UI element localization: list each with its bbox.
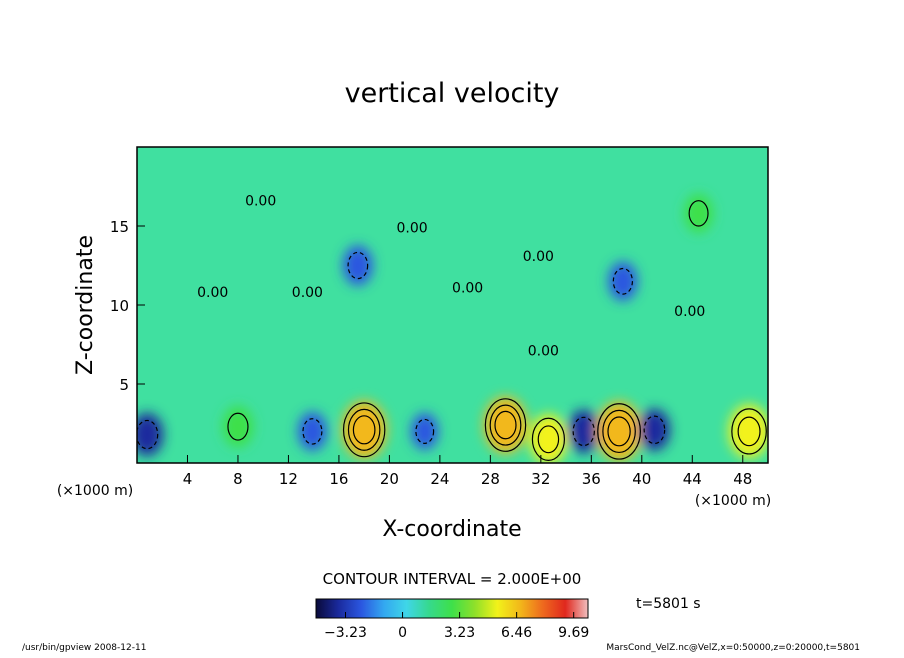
contour-ring-3-1 [342, 402, 386, 458]
contour-ring-8-3 [607, 416, 631, 447]
x-tick-label-9: 40 [632, 470, 651, 488]
y-axis: 5 10 15 [110, 218, 145, 394]
contour-label-1: 0.00 [197, 285, 228, 301]
colorbar-tick-label-0: −3.23 [324, 625, 367, 641]
contour-ring-2-1 [302, 418, 323, 445]
x-axis-label: X-coordinate [382, 517, 521, 542]
contour-ring-12-1 [612, 267, 634, 295]
x-tick-label-8: 36 [582, 470, 601, 488]
x-tick-label-11: 48 [733, 470, 752, 488]
heatmap-cell-6 [529, 414, 568, 463]
colorbar-tick-label-3: 6.46 [501, 625, 532, 641]
x-tick-label-4: 20 [380, 470, 399, 488]
plot-area: 0.00 0.00 0.00 0.00 0.00 0.00 0.00 0.00 [137, 147, 768, 463]
heatmap-cell-12 [608, 261, 638, 302]
x-unit-left: (×1000 m) [57, 483, 133, 499]
colorbar-tick-label-1: 0 [398, 625, 407, 641]
heatmap-cell-9 [638, 408, 671, 451]
heatmap-cell-13 [684, 193, 714, 233]
x-tick-label-6: 28 [481, 470, 500, 488]
contour-label-5: 0.00 [523, 249, 554, 265]
contour-ring-5-1 [484, 398, 527, 452]
heatmap-cell-1 [222, 406, 254, 448]
contour-label-2: 0.00 [292, 285, 323, 301]
contour-ring-10-2 [737, 416, 761, 447]
time-label: t=5801 s [636, 596, 701, 612]
contour-ring-10-1 [731, 408, 767, 455]
contour-ring-5-2 [489, 404, 522, 446]
colorbar-tick-label-4: 9.69 [558, 625, 589, 641]
contour-label-6: 0.00 [528, 344, 559, 360]
contour-ring-3-2 [347, 408, 381, 451]
colorbar-tick-label-2: 3.23 [444, 625, 475, 641]
heatmap-cell-0 [137, 412, 164, 457]
heatmap-cell-11 [342, 245, 373, 286]
contour-label-7: 0.00 [674, 304, 705, 320]
contour-label-3: 0.00 [397, 220, 428, 236]
contour-labels: 0.00 0.00 0.00 0.00 0.00 0.00 0.00 0.00 [197, 193, 705, 359]
y-tick-label-0: 5 [119, 376, 129, 394]
colorbar-bar [315, 598, 589, 619]
contour-ring-9-1 [643, 415, 666, 445]
contour-ring-6-1 [531, 417, 566, 461]
x-tick-label-2: 12 [279, 470, 298, 488]
x-tick-label-1: 8 [233, 470, 243, 488]
contour-ring-1-1 [227, 412, 249, 441]
contour-ring-7-1 [572, 416, 595, 447]
heatmap-cell-2 [297, 411, 327, 451]
contour-ring-11-1 [347, 251, 369, 280]
contour-ring-13-1 [688, 200, 709, 227]
heatmap-cell-4 [411, 413, 439, 450]
chart-title: vertical velocity [345, 78, 560, 109]
contour-label-4: 0.00 [452, 280, 483, 296]
contour-ring-8-1 [597, 403, 641, 460]
contour-ring-5-3 [494, 410, 517, 440]
contour-ring-8-2 [602, 409, 636, 454]
x-axis: 4 8 12 16 20 24 28 32 36 40 44 48 [183, 455, 752, 488]
heatmap-cell-7 [567, 409, 601, 454]
footer-right: MarsCond_VelZ.nc@VelZ,x=0:50000,z=0:2000… [606, 643, 860, 653]
contour-lines [137, 200, 767, 461]
x-tick-label-7: 32 [531, 470, 550, 488]
x-tick-label-5: 24 [430, 470, 449, 488]
y-tick-label-1: 10 [110, 297, 129, 315]
contour-ring-4-1 [415, 418, 435, 444]
heatmap-cell-10 [728, 404, 768, 459]
x-tick-label-3: 16 [329, 470, 348, 488]
x-tick-label-0: 4 [183, 470, 193, 488]
contour-ring-3-3 [352, 415, 376, 445]
x-unit-right: (×1000 m) [695, 493, 771, 509]
colorbar: −3.23 0 3.23 6.46 9.69 [315, 598, 589, 641]
x-tick-label-10: 44 [683, 470, 702, 488]
contour-ring-0-1 [137, 419, 159, 450]
y-axis-label: Z-coordinate [73, 235, 98, 375]
y-tick-label-2: 15 [110, 218, 129, 236]
contour-interval: CONTOUR INTERVAL = 2.000E+00 [323, 570, 582, 588]
contour-ring-6-2 [537, 425, 560, 454]
colorbar-ticks: −3.23 0 3.23 6.46 9.69 [324, 612, 589, 641]
contour-label-0: 0.00 [245, 193, 276, 209]
footer-left: /usr/bin/gpview 2008-12-11 [22, 643, 146, 653]
